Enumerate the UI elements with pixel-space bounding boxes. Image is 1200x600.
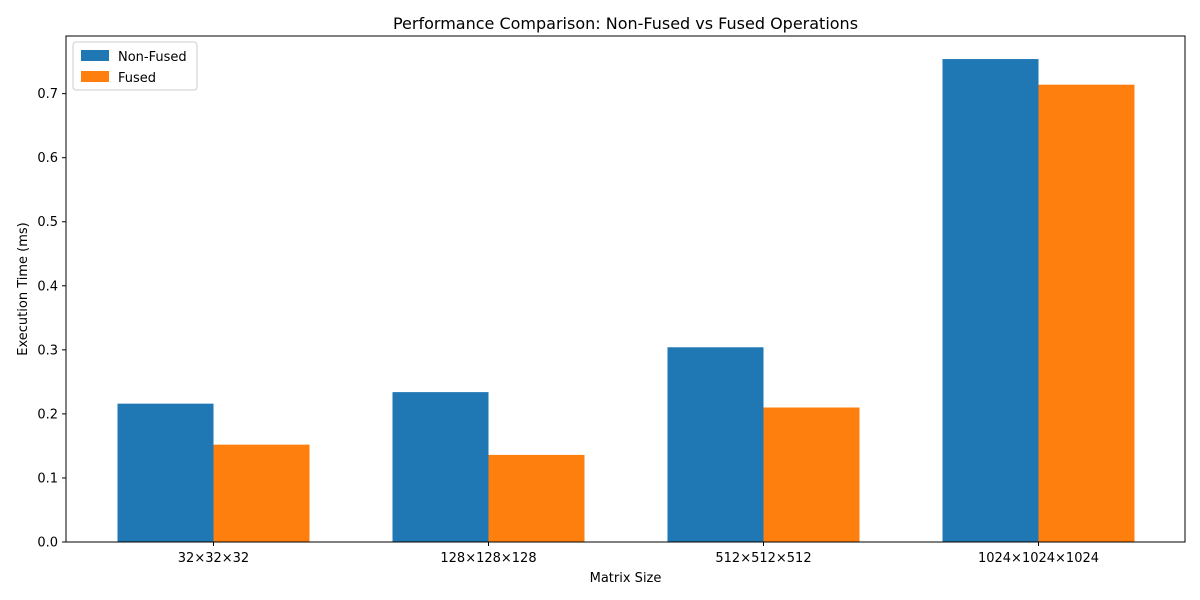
x-axis: 32×32×32 128×128×128 512×512×512 1024×1024×…: [178, 542, 1099, 566]
legend-label-non-fused: Non-Fused: [118, 50, 187, 65]
bar-non-fused-3: [942, 59, 1039, 542]
y-axis: 0.0 0.1 0.2 0.3 0.4 0.5 0.6 0.7: [37, 87, 66, 551]
bar-fused-1: [488, 454, 585, 542]
chart-title: Performance Comparison: Non-Fused vs Fus…: [393, 14, 858, 33]
plot-frame: [65, 35, 1186, 543]
legend-label-fused: Fused: [118, 71, 156, 86]
y-tick-label: 0.2: [37, 407, 58, 422]
x-tick-label: 512×512×512: [715, 551, 811, 566]
x-tick-label: 1024×1024×1024: [978, 551, 1099, 566]
bar-non-fused-1: [392, 392, 489, 542]
legend: Non-Fused Fused: [72, 41, 198, 91]
bar-fused-3: [1038, 84, 1135, 543]
bars-group: [117, 59, 1135, 543]
x-tick-label: 128×128×128: [440, 551, 536, 566]
legend-swatch-fused: [81, 71, 109, 82]
bar-non-fused-0: [117, 403, 214, 542]
bar-non-fused-2: [667, 347, 764, 542]
y-axis-label: Execution Time (ms): [16, 222, 31, 355]
y-tick-label: 0.6: [37, 151, 58, 166]
y-tick-label: 0.4: [37, 279, 58, 294]
y-tick-label: 0.5: [37, 215, 58, 230]
y-tick-label: 0.7: [37, 87, 58, 102]
y-tick-label: 0.3: [37, 343, 58, 358]
legend-swatch-non-fused: [81, 50, 109, 61]
x-axis-label: Matrix Size: [590, 571, 662, 586]
y-tick-label: 0.0: [37, 536, 58, 551]
x-tick-label: 32×32×32: [178, 551, 249, 566]
bar-fused-2: [763, 407, 860, 542]
bar-fused-0: [213, 444, 310, 542]
y-tick-label: 0.1: [37, 471, 58, 486]
